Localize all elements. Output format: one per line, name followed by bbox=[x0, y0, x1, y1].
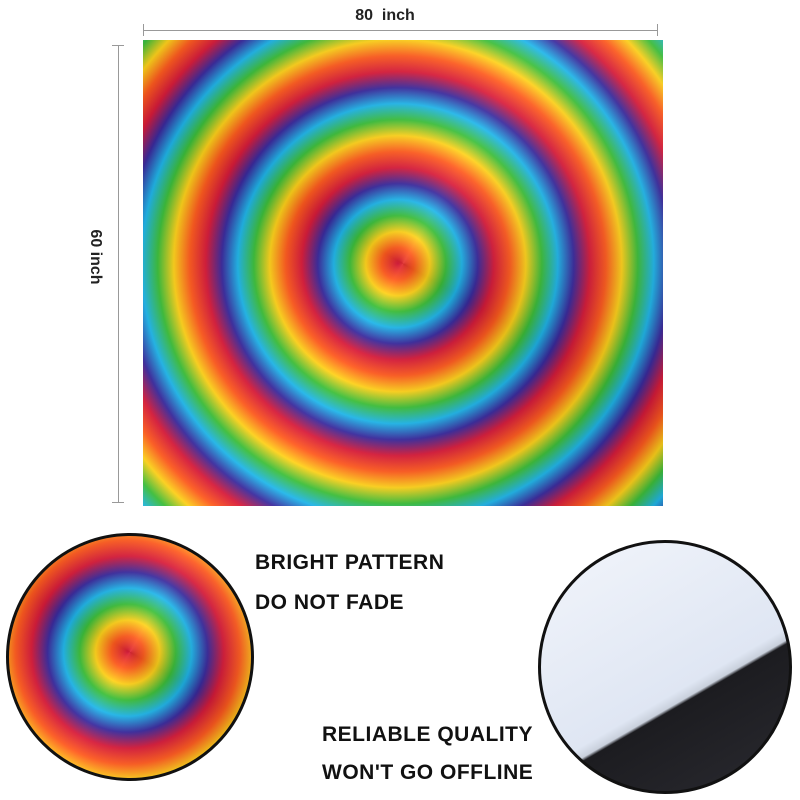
height-tick-bottom bbox=[112, 502, 124, 503]
width-tick-right bbox=[657, 24, 658, 36]
height-tick-top bbox=[112, 45, 124, 46]
height-label: 60 inch bbox=[87, 229, 104, 285]
pattern-closeup bbox=[6, 533, 254, 781]
feature-text: RELIABLE QUALITY bbox=[322, 723, 533, 746]
feature-text: DO NOT FADE bbox=[255, 591, 405, 614]
fabric-closeup bbox=[538, 540, 792, 794]
width-label: 80 inch bbox=[330, 7, 440, 25]
tapestry-image bbox=[143, 40, 663, 506]
feature-text: WON'T GO OFFLINE bbox=[322, 761, 534, 784]
width-line bbox=[143, 30, 658, 31]
height-line bbox=[118, 45, 119, 503]
width-tick-left bbox=[143, 24, 144, 36]
feature-text: BRIGHT PATTERN bbox=[255, 551, 445, 574]
